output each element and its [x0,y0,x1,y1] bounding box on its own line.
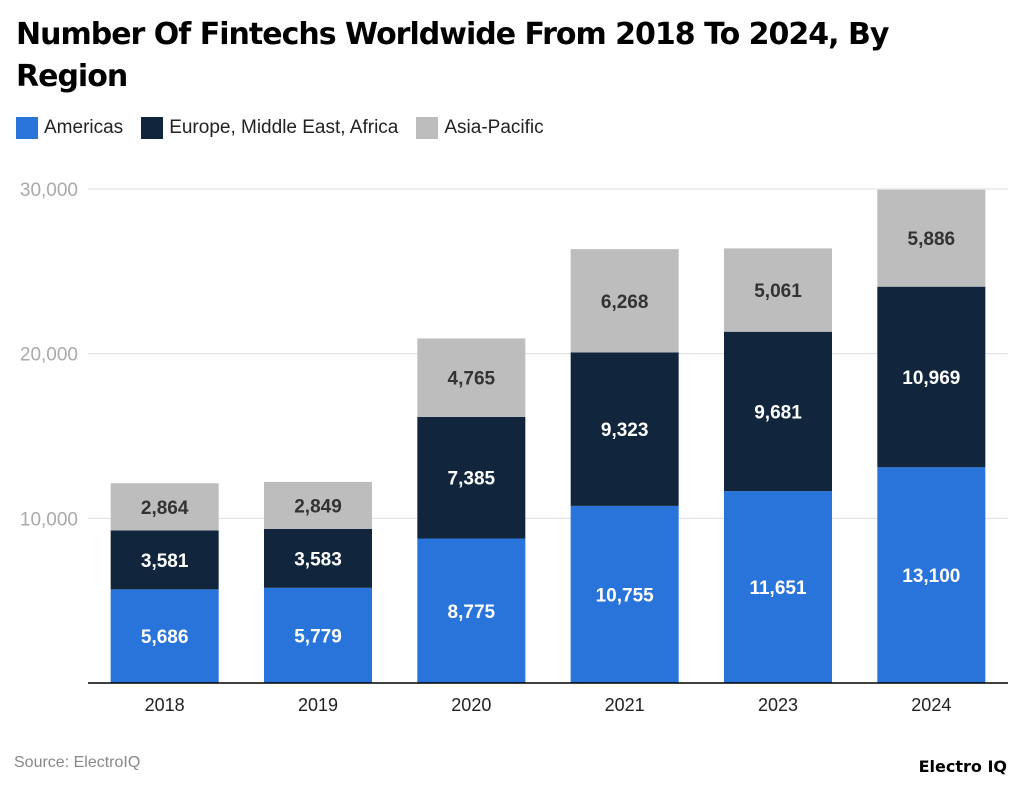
bar-segment [570,249,679,353]
bar-segment [110,530,219,590]
data-label: 5,686 [141,627,189,648]
x-tick-label: 2021 [605,695,645,715]
data-label: 2,849 [294,496,342,517]
bar-segment [417,416,526,539]
bar-segment [264,528,372,588]
data-label: 3,583 [294,549,342,570]
data-label: 9,323 [601,420,649,441]
data-label: 4,765 [448,369,496,390]
data-label: 10,969 [902,368,960,389]
x-tick-label: 2023 [758,695,798,715]
data-label: 5,779 [294,626,342,647]
data-label: 13,100 [902,566,960,587]
bar-segment [724,248,832,332]
chart-title: Number Of Fintechs Worldwide From 2018 T… [16,17,889,94]
data-label: 3,581 [141,551,189,572]
x-tick-label: 2019 [298,695,338,715]
bar-segment [570,505,679,683]
legend-label: Asia-Pacific [444,117,544,138]
data-label: 9,681 [754,402,802,423]
source: Source: ElectroIQ [14,754,141,771]
bar-segment [877,189,986,287]
legend-label: Americas [44,117,124,138]
bar-segment [417,538,526,683]
legend-item: Asia-Pacific [416,117,544,139]
y-tick-label: 30,000 [20,180,78,201]
legend-item: Americas [16,117,123,139]
data-label: 5,061 [754,281,802,302]
bar-segment [570,352,679,506]
legend-swatch [416,117,439,139]
y-tick-label: 10,000 [20,509,78,530]
bar-segment [877,286,986,468]
bar-segment [877,467,986,683]
bar-segment [724,331,832,492]
legend-label: Europe, Middle East, Africa [169,117,399,138]
bar-segment [110,483,219,531]
bar-segment [264,587,372,683]
legend-item: Europe, Middle East, Africa [141,117,398,139]
x-tick-label: 2020 [451,695,491,715]
data-label: 6,268 [601,292,649,313]
data-label: 11,651 [749,578,806,599]
y-tick-label: 20,000 [20,345,78,366]
bar-segment [264,481,372,529]
data-label: 10,755 [596,585,655,606]
bar-segment [110,589,219,683]
bar-segment [724,491,832,683]
legend: Americas Europe, Middle East, Africa Asia-… [16,117,544,139]
x-tick-label: 2018 [145,695,185,715]
x-tick-label: 2024 [911,695,951,715]
bar-segment [417,338,526,417]
logo: Electro IQ [918,757,1007,776]
legend-swatch [141,117,164,139]
legend-swatch [16,117,38,139]
data-label: 7,385 [448,469,496,490]
data-label: 5,886 [908,229,956,250]
data-label: 8,775 [448,602,496,623]
data-label: 2,864 [141,498,189,519]
